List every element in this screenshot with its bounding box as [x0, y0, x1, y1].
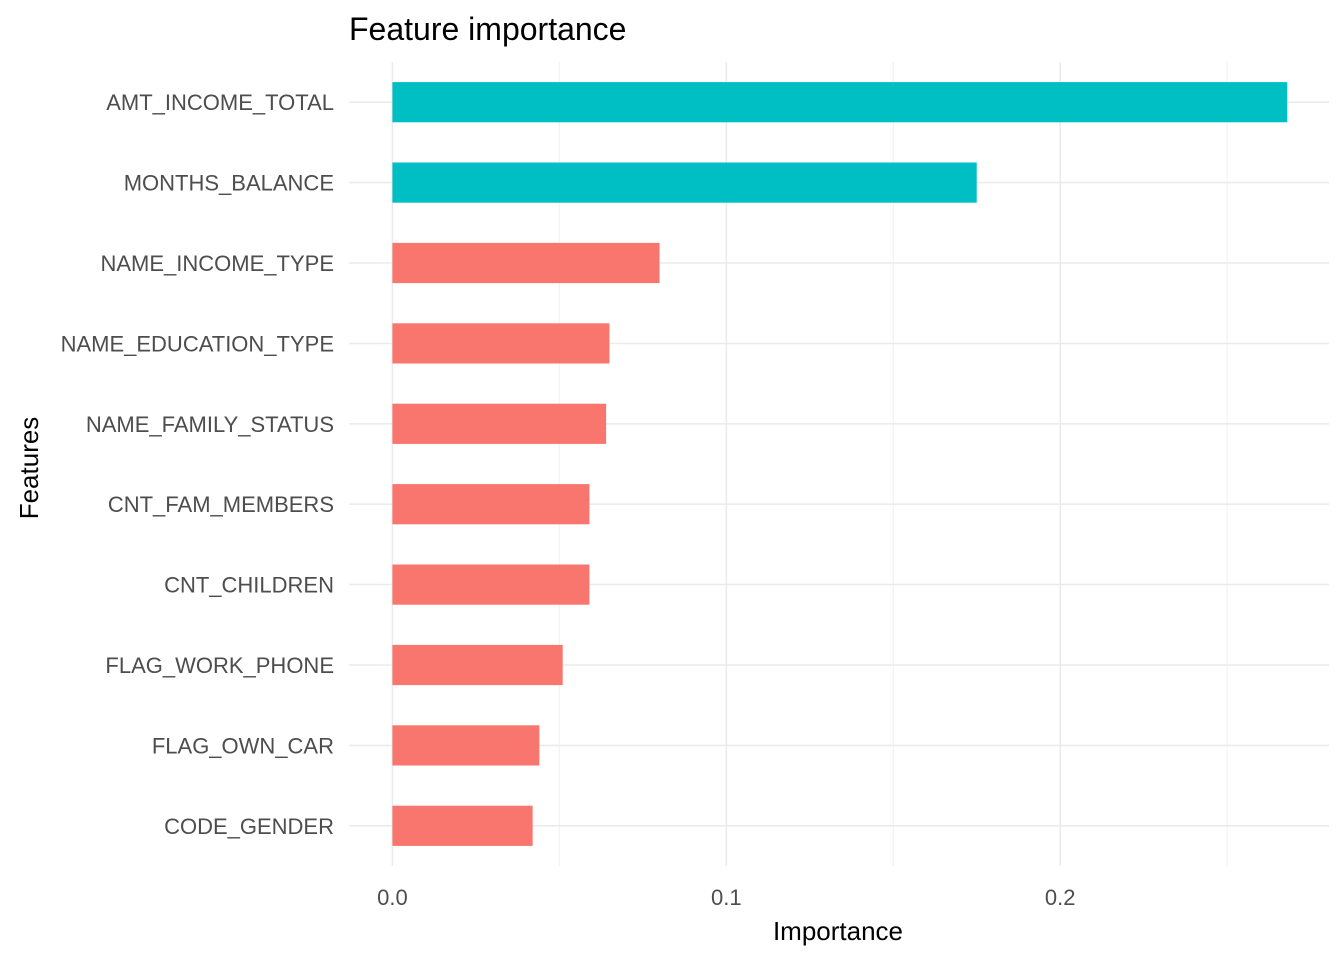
y-tick-label: AMT_INCOME_TOTAL [106, 90, 334, 115]
chart-title: Feature importance [349, 11, 626, 47]
x-tick-labels: 0.0 0.1 0.2 [377, 885, 1075, 910]
y-tick-label: NAME_EDUCATION_TYPE [61, 331, 334, 356]
bar [392, 564, 590, 605]
bar [392, 323, 610, 364]
y-tick-label: NAME_FAMILY_STATUS [86, 412, 334, 437]
bar [392, 805, 533, 846]
y-tick-label: MONTHS_BALANCE [124, 171, 334, 196]
bars [392, 82, 1288, 846]
bar [392, 82, 1288, 123]
y-tick-labels: AMT_INCOME_TOTAL MONTHS_BALANCE NAME_INCOM… [61, 90, 334, 839]
y-tick-label: NAME_INCOME_TYPE [101, 251, 335, 276]
x-tick-label: 0.0 [377, 885, 408, 910]
bar [392, 242, 660, 284]
bar [392, 484, 590, 525]
y-tick-label: FLAG_OWN_CAR [152, 733, 334, 758]
bar [392, 725, 540, 766]
x-tick-label: 0.2 [1045, 885, 1076, 910]
y-tick-label: FLAG_WORK_PHONE [105, 653, 334, 678]
y-tick-label: CNT_FAM_MEMBERS [108, 492, 334, 517]
y-axis-title: Features [14, 417, 44, 520]
x-tick-label: 0.1 [711, 885, 742, 910]
bar [392, 162, 977, 203]
x-axis-title: Importance [773, 916, 903, 946]
bar [392, 644, 563, 686]
y-tick-label: CNT_CHILDREN [164, 573, 334, 598]
y-tick-label: CODE_GENDER [164, 814, 334, 839]
bar [392, 403, 607, 444]
